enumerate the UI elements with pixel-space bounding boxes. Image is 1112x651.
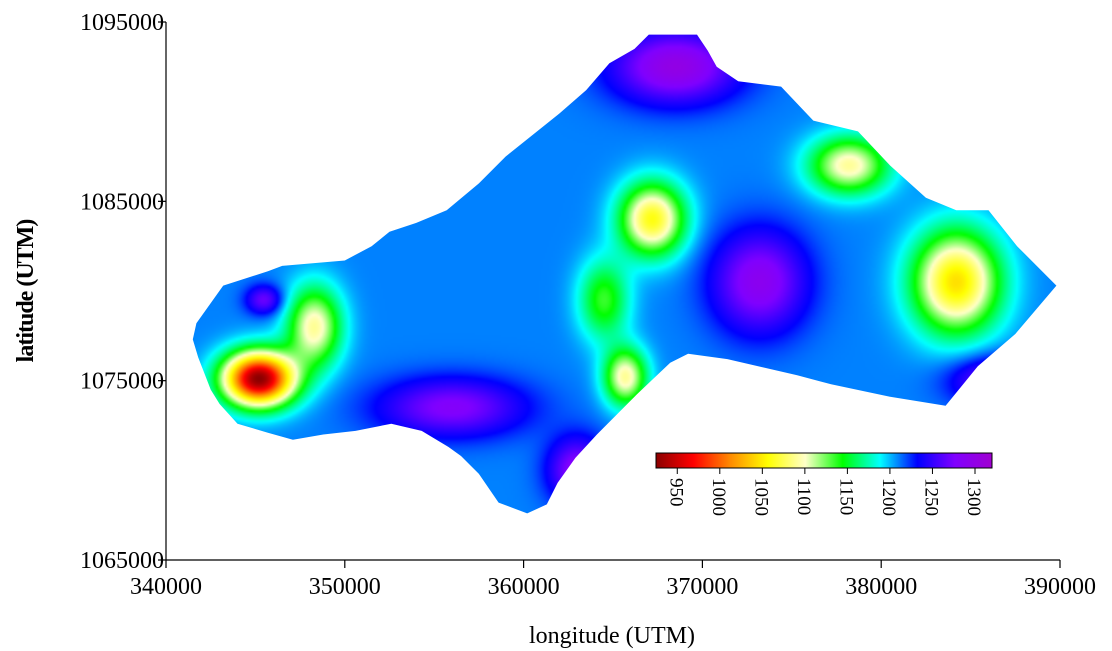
colorbar-ticks: 950 1000 1050 1100 1150 1200 1250 1300 [665,468,984,516]
x-axis-title: longitude (UTM) [529,623,695,649]
colorbar-gradient [655,452,993,469]
y-tick-label: 1085000 [80,189,164,215]
y-axis-title: latitude (UTM) [13,220,39,363]
y-tick-label: 1095000 [80,10,164,36]
colorbar-tick-label: 1300 [963,478,984,516]
x-tick-label: 380000 [845,574,917,600]
x-tick-label: 350000 [309,574,381,600]
x-tick-label: 360000 [488,574,560,600]
colorbar-tick-label: 1150 [835,478,856,515]
colorbar: 950 1000 1050 1100 1150 1200 1250 1300 [655,452,993,516]
x-tick-label: 390000 [1024,574,1096,600]
colorbar-tick-label: 1000 [708,478,729,516]
colorbar-tick-label: 1050 [750,478,771,516]
x-tick-label: 340000 [130,574,202,600]
colorbar-tick-label: 1200 [878,478,899,516]
colorbar-tick-label: 950 [665,478,686,507]
y-tick-label: 1065000 [80,548,164,574]
x-tick-label: 370000 [666,574,738,600]
colorbar-tick-label: 1250 [920,478,941,516]
axes: 340000 350000 360000 370000 380000 390000 1065… [80,10,1096,600]
colorbar-tick-label: 1100 [793,478,814,515]
y-tick-label: 1075000 [80,369,164,395]
